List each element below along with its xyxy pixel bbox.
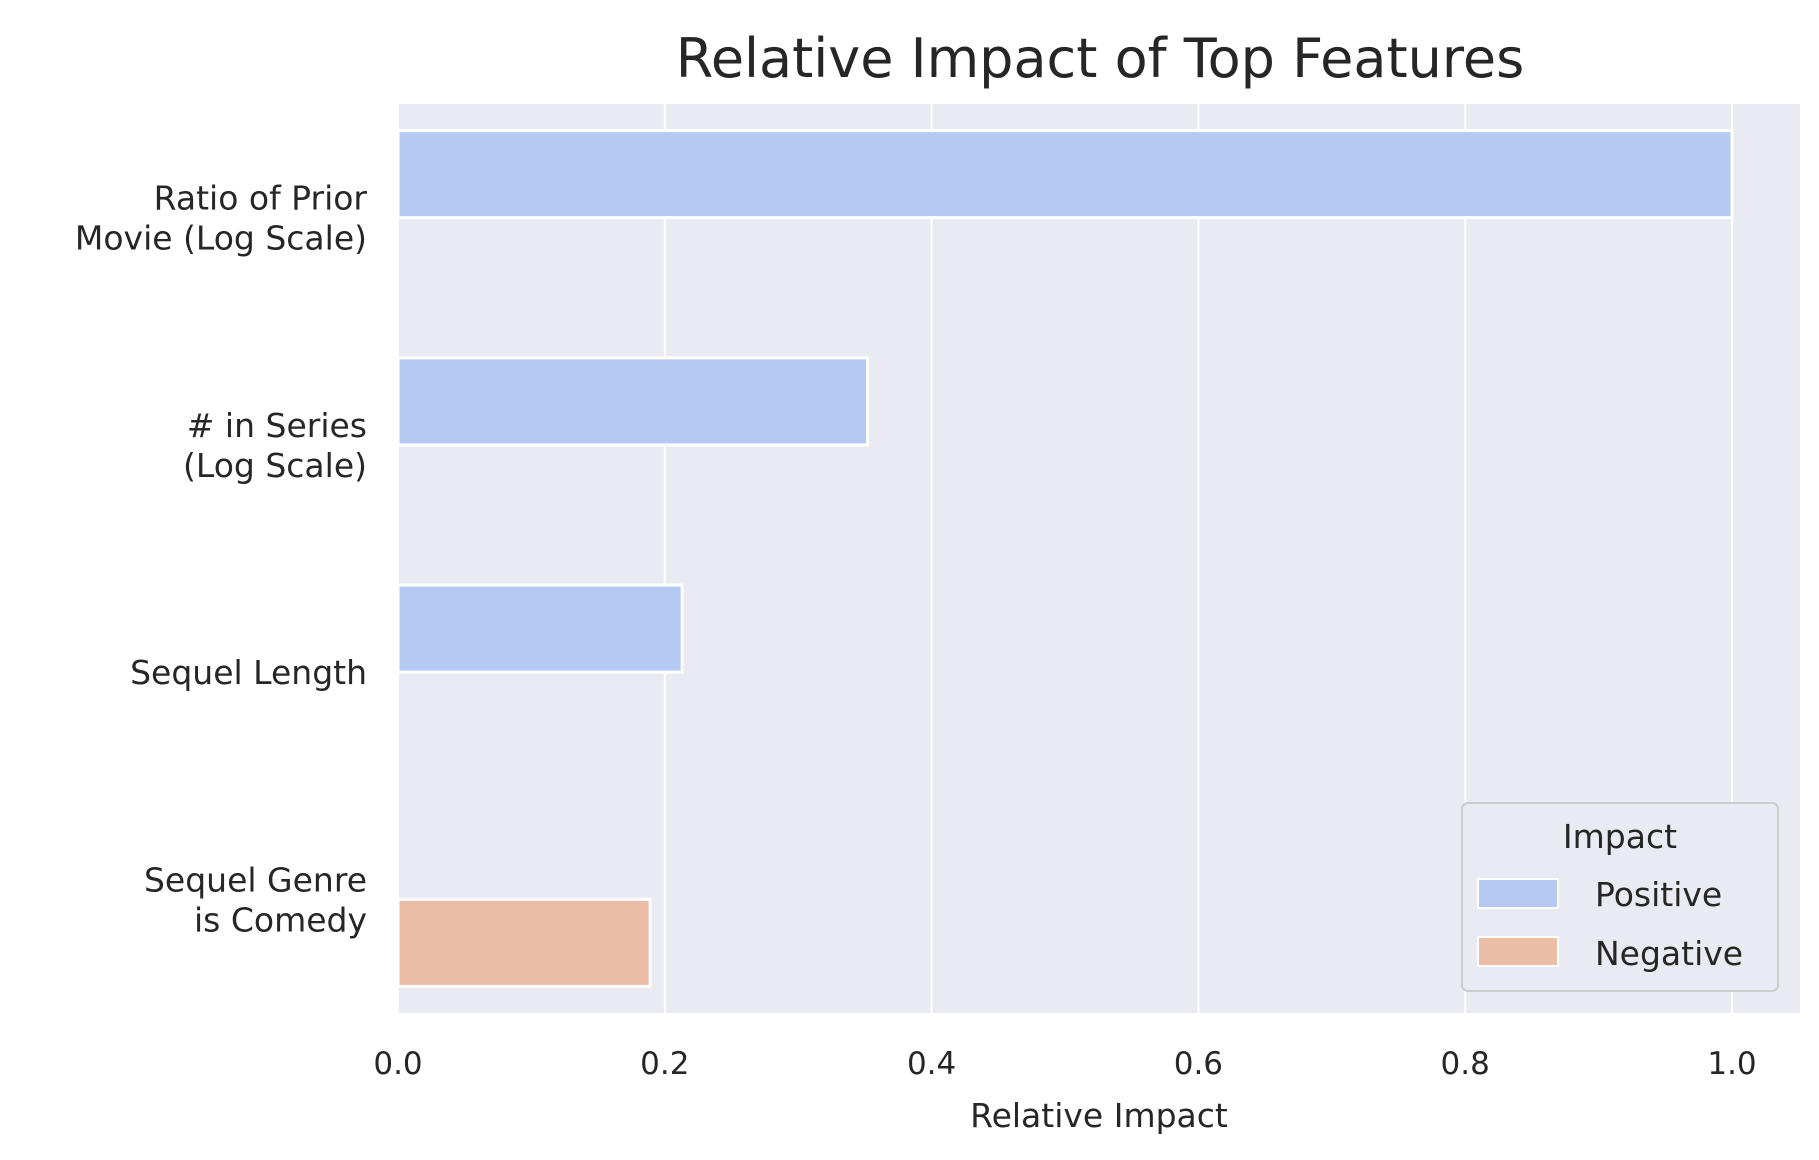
y-tick-label-line: (Log Scale): [183, 446, 367, 485]
bar-positive: [396, 356, 870, 447]
y-tick-label: Ratio of Prior Movie (Log Scale): [75, 179, 368, 258]
y-tick-label-line: is Comedy: [194, 900, 367, 939]
bars: [396, 129, 1734, 988]
legend-title: Impact: [1563, 817, 1677, 856]
x-tick-label: 0.4: [907, 1046, 956, 1082]
y-tick-label-line: Movie (Log Scale): [75, 219, 367, 258]
legend-label-negative: Negative: [1595, 934, 1743, 973]
legend-swatch-positive: [1477, 878, 1559, 909]
legend-label-positive: Positive: [1595, 875, 1722, 914]
x-tick-label: 0.8: [1441, 1046, 1490, 1082]
y-tick-label-line: Sequel Genre: [144, 860, 367, 899]
x-tick-label: 1.0: [1707, 1046, 1756, 1082]
y-tick-label-line: # in Series: [187, 406, 367, 445]
legend: Impact Positive Negative: [1461, 802, 1779, 992]
bar-positive: [396, 583, 684, 674]
y-tick-label: Sequel Length: [130, 653, 367, 692]
y-tick-label-line: Sequel Length: [130, 653, 367, 692]
chart-title: Relative Impact of Top Features: [676, 27, 1525, 90]
x-tick-label: 0.0: [373, 1046, 422, 1082]
x-tick-label: 0.6: [1174, 1046, 1223, 1082]
x-tick-label: 0.2: [640, 1046, 689, 1082]
y-tick-labels: Ratio of Prior Movie (Log Scale) # in Seri…: [75, 179, 368, 940]
y-tick-label: Sequel Genre is Comedy: [144, 860, 367, 939]
bar-negative: [396, 897, 652, 988]
y-tick-label-line: Ratio of Prior: [154, 179, 368, 218]
bar-positive: [396, 129, 1734, 220]
legend-swatch-negative: [1477, 936, 1559, 967]
x-axis-label: Relative Impact: [970, 1096, 1228, 1135]
y-tick-label: # in Series (Log Scale): [183, 406, 367, 485]
x-tick-labels: 0.0 0.2 0.4 0.6 0.8 1.0: [373, 1046, 1756, 1082]
